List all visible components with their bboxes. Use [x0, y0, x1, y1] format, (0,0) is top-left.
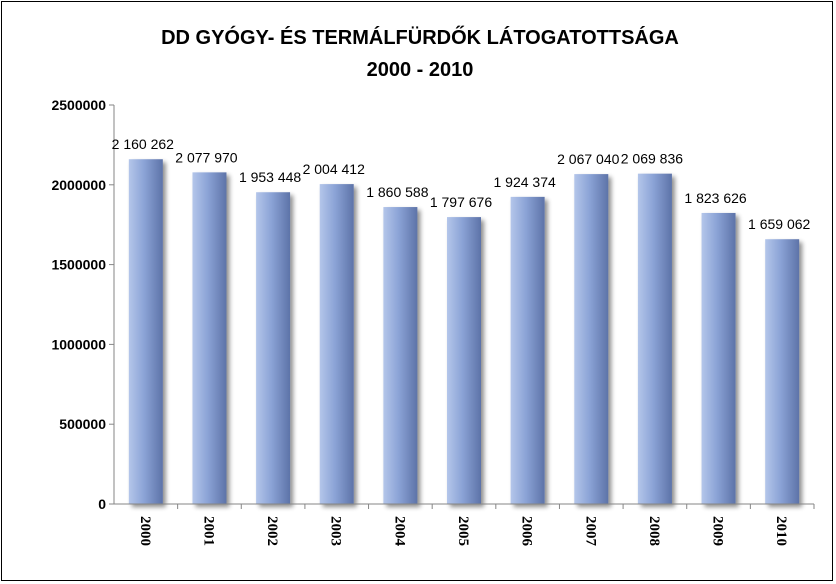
bar	[192, 172, 227, 504]
data-label: 1 797 676	[430, 194, 492, 210]
x-axis: 2000 2001 2002 2003 2004 2005 2006 2007 2008 2009…	[114, 503, 815, 547]
bar	[319, 184, 354, 505]
x-tick-label: 2001	[200, 516, 216, 546]
data-label: 2 077 970	[175, 149, 237, 165]
bar	[256, 192, 291, 504]
x-tick-label: 2003	[328, 516, 344, 546]
x-tick-label: 2002	[264, 516, 280, 546]
y-tick-label: 2500000	[51, 97, 106, 113]
x-tick-label: 2009	[710, 516, 726, 546]
x-tick-label: 2010	[773, 516, 789, 546]
bar	[383, 207, 418, 504]
bar	[447, 217, 481, 504]
bar	[574, 174, 609, 505]
chart-title: DD GYÓGY- ÉS TERMÁLFÜRDŐK LÁTOGATOTTSÁGA	[161, 25, 679, 49]
y-tick-label: 1000000	[51, 336, 106, 352]
bar	[637, 173, 672, 504]
y-tick-label: 0	[98, 496, 106, 512]
data-label: 1 823 626	[684, 190, 746, 206]
bar	[701, 212, 736, 505]
data-label: 1 659 062	[748, 216, 810, 232]
y-tick-label: 2000000	[51, 177, 106, 193]
x-tick-label: 2008	[646, 516, 662, 546]
data-label: 1 860 588	[366, 184, 428, 200]
bar	[128, 159, 163, 505]
y-axis: 0 500000 1000000 1500000 2000000 2500000	[51, 97, 115, 512]
data-label: 1 953 448	[239, 169, 301, 185]
x-tick-label: 2005	[455, 516, 471, 546]
data-label: 2 069 836	[621, 151, 683, 167]
chart-subtitle: 2000 - 2010	[367, 59, 474, 81]
data-label: 2 067 040	[557, 151, 619, 167]
y-tick-label: 1500000	[51, 257, 106, 273]
bar	[765, 239, 800, 505]
data-label: 1 924 374	[493, 174, 555, 190]
x-tick-label: 2007	[582, 516, 598, 547]
y-tick-label: 500000	[59, 416, 106, 432]
x-tick-label: 2000	[137, 516, 153, 546]
bar	[510, 196, 545, 504]
x-tick-label: 2006	[519, 516, 535, 547]
data-label: 2 160 262	[112, 136, 174, 152]
x-tick-label: 2004	[391, 516, 407, 547]
data-label: 2 004 412	[303, 161, 365, 177]
